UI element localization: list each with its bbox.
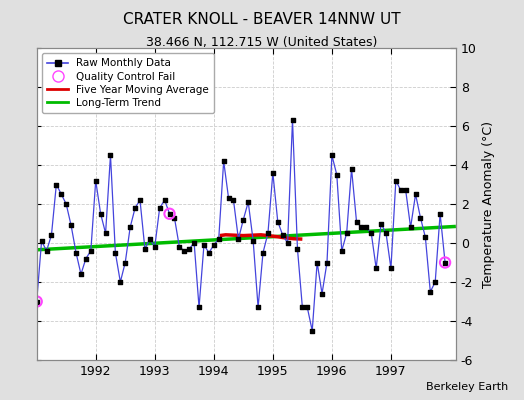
Point <box>150 244 159 250</box>
Point <box>166 210 174 217</box>
Point <box>333 172 341 178</box>
Point <box>37 238 46 244</box>
Point <box>426 288 434 295</box>
Point <box>52 181 61 188</box>
Point <box>166 210 174 217</box>
Point <box>352 218 361 225</box>
Point <box>67 222 75 229</box>
Point <box>180 248 189 254</box>
Text: Berkeley Earth: Berkeley Earth <box>426 382 508 392</box>
Text: CRATER KNOLL - BEAVER 14NNW UT: CRATER KNOLL - BEAVER 14NNW UT <box>123 12 401 27</box>
Point <box>170 214 179 221</box>
Point <box>367 230 376 236</box>
Point <box>382 230 390 236</box>
Point <box>397 187 405 194</box>
Point <box>47 232 56 238</box>
Point <box>190 240 199 246</box>
Point <box>214 236 223 242</box>
Point <box>62 201 70 207</box>
Point <box>318 290 326 297</box>
Point <box>313 259 321 266</box>
Point <box>421 234 430 240</box>
Point <box>279 232 287 238</box>
Point <box>121 259 129 266</box>
Point <box>32 298 41 305</box>
Point <box>200 242 208 248</box>
Point <box>441 259 449 266</box>
Point <box>298 304 307 310</box>
Point <box>160 197 169 203</box>
Point <box>249 238 257 244</box>
Point <box>131 205 139 211</box>
Point <box>259 250 267 256</box>
Point <box>347 166 356 172</box>
Point <box>357 224 366 230</box>
Point <box>205 250 213 256</box>
Point <box>411 191 420 198</box>
Point <box>195 304 203 310</box>
Point <box>106 152 115 158</box>
Point <box>391 178 400 184</box>
Point <box>224 195 233 201</box>
Point <box>264 230 272 236</box>
Point <box>234 236 243 242</box>
Point <box>77 271 85 278</box>
Point <box>308 328 316 334</box>
Y-axis label: Temperature Anomaly (°C): Temperature Anomaly (°C) <box>482 120 495 288</box>
Point <box>32 298 41 305</box>
Point <box>377 220 385 227</box>
Point <box>42 248 51 254</box>
Point <box>239 216 247 223</box>
Point <box>283 240 292 246</box>
Point <box>254 304 263 310</box>
Point <box>136 197 144 203</box>
Point <box>431 279 440 285</box>
Point <box>274 218 282 225</box>
Point <box>86 248 95 254</box>
Point <box>416 214 424 221</box>
Point <box>111 250 119 256</box>
Point <box>92 178 100 184</box>
Point <box>101 230 110 236</box>
Point <box>288 117 297 123</box>
Point <box>436 210 444 217</box>
Legend: Raw Monthly Data, Quality Control Fail, Five Year Moving Average, Long-Term Tren: Raw Monthly Data, Quality Control Fail, … <box>42 53 214 113</box>
Point <box>116 279 125 285</box>
Point <box>401 187 410 194</box>
Point <box>362 224 370 230</box>
Point <box>372 265 380 272</box>
Point <box>407 224 415 230</box>
Point <box>185 246 193 252</box>
Point <box>293 246 302 252</box>
Point <box>387 265 395 272</box>
Point <box>337 248 346 254</box>
Point <box>57 191 66 198</box>
Point <box>441 259 449 266</box>
Point <box>303 304 311 310</box>
Point <box>210 242 218 248</box>
Point <box>230 197 238 203</box>
Point <box>175 244 183 250</box>
Point <box>141 246 149 252</box>
Point <box>343 230 351 236</box>
Point <box>323 259 331 266</box>
Point <box>269 170 277 176</box>
Point <box>146 236 154 242</box>
Point <box>328 152 336 158</box>
Point <box>96 210 105 217</box>
Point <box>72 250 80 256</box>
Point <box>82 255 90 262</box>
Point <box>244 199 253 205</box>
Text: 38.466 N, 112.715 W (United States): 38.466 N, 112.715 W (United States) <box>146 36 378 49</box>
Point <box>220 158 228 164</box>
Point <box>156 205 164 211</box>
Point <box>126 224 134 230</box>
